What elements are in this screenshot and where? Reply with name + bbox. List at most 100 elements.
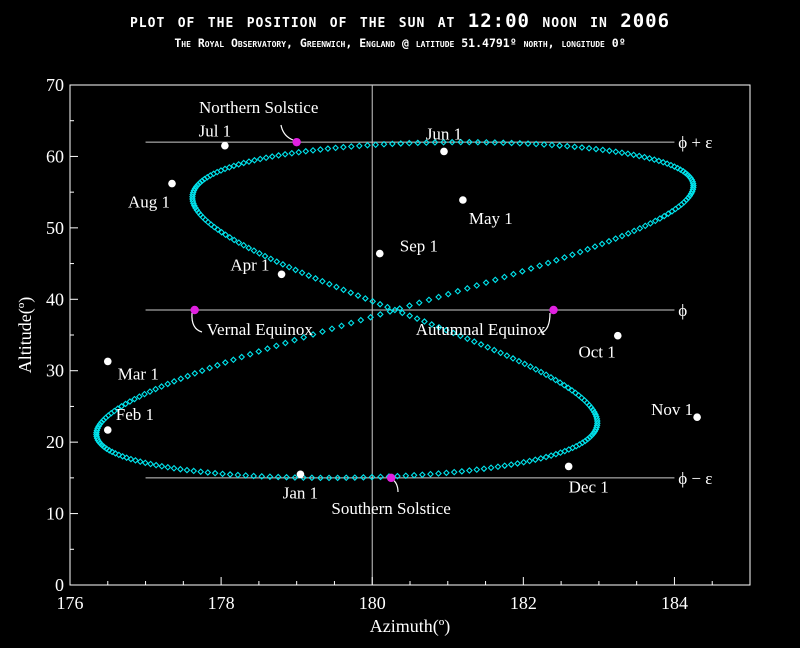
analemma-marker [367,313,374,321]
analemma-marker [328,325,336,333]
analemma-marker [516,139,524,147]
analemma-marker [548,141,556,149]
title-block: plot of the position of the sun at 12:00… [0,0,800,50]
analemma-marker [292,266,299,274]
month-point [564,462,573,471]
analemma-marker [250,472,258,480]
analemma-marker [598,240,606,248]
analemma-marker [491,276,499,284]
analemma-marker [537,455,545,462]
analemma-marker [258,472,266,480]
x-axis-label: Azimuth(º) [370,616,451,637]
analemma-marker [268,153,276,160]
analemma-marker [444,290,452,298]
analemma-marker [568,386,576,394]
analemma-marker [141,390,148,398]
analemma-marker [576,248,584,256]
analemma-marker [618,232,626,240]
analemma-marker [245,158,253,165]
analemma-marker [442,326,450,334]
analemma-marker [509,355,517,362]
analemma-marker [473,466,481,474]
analemma-marker [544,259,552,267]
analemma-marker [198,367,206,375]
analemma-marker [584,245,592,253]
analemma-marker [288,149,296,157]
analemma-marker [589,406,597,414]
analemma-marker [347,319,355,327]
event-point [292,137,301,147]
analemma-marker [655,157,663,165]
analemma-marker [556,142,564,149]
x-tick-label: 178 [208,593,235,613]
analemma-marker [572,389,579,397]
analemma-marker [448,138,456,146]
analemma-marker [689,180,697,188]
analemma-marker [93,429,100,436]
analemma-marker [454,287,462,295]
analemma-marker [230,162,238,170]
analemma-marker [421,318,428,325]
analemma-marker [547,374,555,381]
analemma-marker [588,432,596,439]
analemma-marker [274,473,282,481]
analemma-marker [285,263,293,271]
reference-line-label-1: ϕ [678,301,687,320]
event-arrow [191,312,203,333]
analemma-marker [369,297,377,305]
analemma-marker [245,244,253,252]
analemma-marker [587,404,595,411]
analemma-marker [490,346,498,354]
month-point [103,357,112,366]
analemma-marker [196,179,204,187]
analemma-marker [477,341,485,348]
analemma-marker [368,473,376,481]
analemma-marker [340,286,347,294]
analemma-marker [272,342,280,350]
analemma-marker [561,254,568,261]
month-label: Feb 1 [116,405,154,424]
month-point [168,179,176,188]
analemma-marker [491,139,499,146]
analemma-marker [302,147,310,155]
analemma-marker [324,145,332,153]
event-point [386,473,396,483]
analemma-marker [291,336,298,344]
analemma-marker [422,139,430,146]
analemma-marker [507,461,515,468]
analemma-marker [435,293,443,301]
analemma-marker [636,224,644,232]
month-label: Oct 1 [578,343,615,362]
analemma-marker [515,357,523,365]
analemma-marker [659,158,667,166]
analemma-marker [305,272,313,279]
analemma-marker [317,146,324,153]
analemma-marker [332,144,339,152]
analemma-marker [427,470,434,478]
analemma-marker [251,156,258,164]
analemma-marker [230,236,238,244]
month-point [103,426,112,434]
analemma-marker [443,469,450,477]
analemma-marker [414,139,422,147]
analemma-marker [226,233,234,241]
analemma-marker [183,466,191,474]
analemma-marker [406,312,414,320]
analemma-marker [474,138,482,146]
analemma-marker [520,458,528,466]
month-point [296,470,305,479]
month-label: Jun 1 [426,124,462,143]
analemma-marker [560,381,568,389]
analemma-marker [457,332,464,340]
analemma-marker [355,142,363,150]
analemma-marker [211,469,219,477]
analemma-marker [118,402,125,410]
analemma-marker [641,222,649,230]
analemma-marker [191,370,199,377]
analemma-marker [394,472,401,480]
month-point [613,331,622,340]
month-point [221,141,229,150]
analemma-marker [435,470,442,477]
analemma-marker [246,350,254,358]
x-tick-label: 184 [661,593,688,613]
